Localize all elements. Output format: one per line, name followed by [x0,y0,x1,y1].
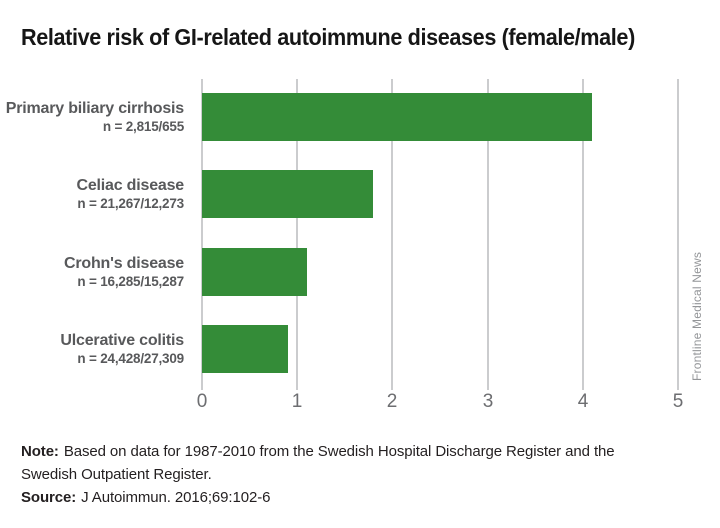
x-tick-label-4: 4 [577,391,589,412]
plot-area [201,79,679,380]
source-label: Source: [21,489,77,506]
x-tick-2 [391,380,393,390]
gridline-5 [677,79,679,380]
x-tick-label-1: 1 [291,391,303,412]
label-block-crohn-s-disease: Crohn's disease n = 16,285/15,287 [0,250,184,294]
category-label-crohn-s-disease: Crohn's disease [64,255,184,272]
bar-celiac-disease [202,170,373,218]
x-tick-1 [296,380,298,390]
chart-title: Relative risk of GI-related autoimmune d… [21,24,635,50]
gridline-3 [487,79,489,380]
watermark-frontline-medical-news: Frontline Medical News [690,251,704,381]
n-label-primary-biliary-cirrhosis: n = 2,815/655 [102,119,184,134]
label-block-primary-biliary-cirrhosis: Primary biliary cirrhosis n = 2,815/655 [0,95,184,139]
category-labels: Primary biliary cirrhosis n = 2,815/655 Ce… [0,79,193,380]
gridline-4 [582,79,584,380]
bar-crohn-s-disease [202,248,307,296]
x-tick-label-0: 0 [196,391,208,412]
n-label-ulcerative-colitis: n = 24,428/27,309 [77,351,184,366]
x-tick-label-5: 5 [672,391,684,412]
x-tick-3 [487,380,489,390]
x-tick-5 [677,380,679,390]
source-line: Source: J Autoimmun. 2016;69:102-6 [21,488,681,508]
category-label-ulcerative-colitis: Ulcerative colitis [60,332,184,349]
label-block-ulcerative-colitis: Ulcerative colitis n = 24,428/27,309 [0,327,184,371]
gridline-0 [201,79,203,380]
gridline-2 [391,79,393,380]
footnote-line-2: Swedish Outpatient Register. [21,465,212,483]
source-text: J Autoimmun. 2016;69:102-6 [81,489,271,506]
x-tick-4 [582,380,584,390]
n-label-celiac-disease: n = 21,267/12,273 [77,196,184,211]
label-block-celiac-disease: Celiac disease n = 21,267/12,273 [0,172,185,216]
category-label-primary-biliary-cirrhosis: Primary biliary cirrhosis [5,100,184,117]
bar-ulcerative-colitis [202,325,288,373]
bar-primary-biliary-cirrhosis [202,93,592,141]
n-label-crohn-s-disease: n = 16,285/15,287 [77,274,184,289]
x-tick-0 [201,380,203,390]
note-text-line-1: Based on data for 1987-2010 from the Swe… [63,443,615,460]
note-label: Note: [21,443,59,460]
x-tick-label-3: 3 [482,391,494,412]
footnote: Note: Based on data for 1987-2010 from th… [21,441,681,486]
gridline-1 [296,79,298,380]
category-label-celiac-disease: Celiac disease [76,177,185,194]
footnote-line-1: Note: Based on data for 1987-2010 from th… [21,441,681,464]
x-tick-label-2: 2 [386,391,398,412]
